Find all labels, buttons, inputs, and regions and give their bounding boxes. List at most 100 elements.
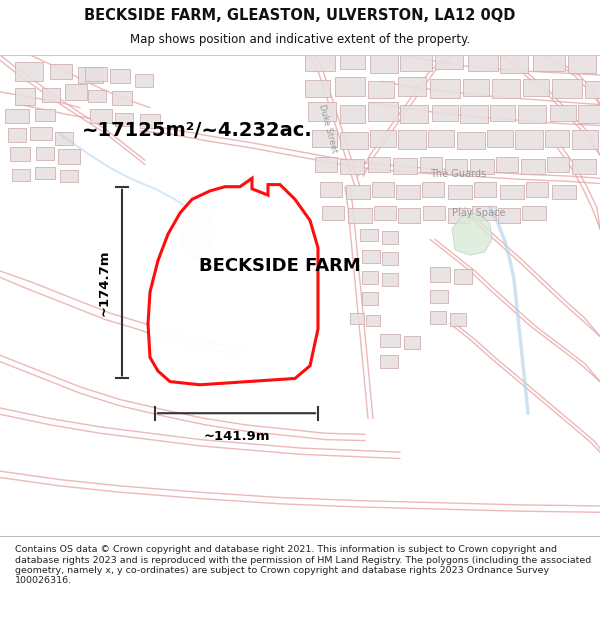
Bar bbox=[521, 159, 545, 174]
Bar bbox=[135, 74, 153, 87]
Bar bbox=[112, 91, 132, 104]
Bar bbox=[322, 206, 344, 221]
Bar bbox=[500, 52, 528, 73]
Bar bbox=[88, 90, 106, 103]
Bar bbox=[12, 169, 30, 181]
Bar bbox=[60, 170, 78, 182]
Bar bbox=[340, 104, 365, 124]
Bar bbox=[547, 158, 569, 172]
Bar bbox=[470, 159, 494, 174]
Bar bbox=[572, 130, 598, 149]
Bar bbox=[400, 48, 432, 71]
Bar bbox=[422, 182, 444, 198]
Bar bbox=[90, 109, 112, 124]
Bar bbox=[472, 206, 496, 221]
Bar bbox=[460, 104, 488, 124]
Bar bbox=[346, 184, 370, 199]
Bar bbox=[432, 104, 458, 121]
Bar bbox=[340, 50, 365, 69]
Bar bbox=[15, 62, 43, 81]
Bar bbox=[428, 130, 454, 147]
Bar bbox=[474, 182, 496, 198]
Bar bbox=[35, 109, 55, 121]
Bar bbox=[585, 81, 600, 98]
Polygon shape bbox=[148, 178, 318, 385]
Bar bbox=[572, 159, 596, 174]
Bar bbox=[552, 184, 576, 199]
Bar bbox=[372, 182, 394, 198]
Bar bbox=[393, 158, 417, 174]
Bar bbox=[450, 313, 466, 326]
Bar bbox=[35, 167, 55, 179]
Bar bbox=[362, 250, 380, 262]
Bar bbox=[42, 88, 60, 103]
Bar bbox=[350, 313, 364, 324]
Text: Map shows position and indicative extent of the property.: Map shows position and indicative extent… bbox=[130, 33, 470, 46]
Bar bbox=[8, 127, 26, 142]
Bar bbox=[500, 184, 524, 199]
Bar bbox=[362, 292, 378, 305]
Bar bbox=[320, 182, 342, 198]
Bar bbox=[348, 208, 372, 222]
Bar bbox=[380, 334, 400, 347]
Bar bbox=[50, 64, 72, 79]
Bar bbox=[523, 79, 549, 96]
Bar bbox=[420, 158, 442, 172]
Bar bbox=[468, 48, 498, 71]
Bar bbox=[362, 271, 378, 284]
Bar bbox=[492, 79, 520, 98]
Bar bbox=[526, 182, 548, 198]
Bar bbox=[430, 290, 448, 302]
Bar bbox=[382, 273, 398, 286]
Bar bbox=[368, 102, 398, 121]
Text: ~141.9m: ~141.9m bbox=[203, 430, 270, 443]
Bar bbox=[140, 114, 160, 128]
Bar bbox=[340, 159, 364, 174]
Bar bbox=[30, 127, 52, 141]
Bar bbox=[454, 269, 472, 284]
Bar bbox=[400, 104, 428, 124]
Bar bbox=[430, 311, 446, 324]
Bar bbox=[78, 67, 103, 84]
Bar bbox=[398, 208, 420, 222]
Bar bbox=[305, 50, 335, 71]
Bar bbox=[430, 79, 460, 98]
Bar bbox=[65, 84, 87, 100]
Bar bbox=[398, 77, 426, 96]
Bar bbox=[545, 130, 569, 147]
Bar bbox=[305, 80, 330, 97]
Bar bbox=[496, 158, 518, 172]
Bar bbox=[58, 149, 80, 164]
Bar bbox=[110, 69, 130, 84]
Bar bbox=[487, 130, 513, 147]
Bar bbox=[578, 104, 600, 124]
Bar bbox=[445, 159, 467, 174]
Bar bbox=[430, 267, 450, 281]
Bar bbox=[315, 158, 337, 172]
Text: ~174.7m: ~174.7m bbox=[97, 249, 110, 316]
Bar bbox=[308, 102, 336, 121]
Bar bbox=[448, 184, 472, 199]
Bar bbox=[404, 336, 420, 349]
Bar bbox=[370, 130, 396, 147]
Bar bbox=[5, 109, 29, 124]
Bar bbox=[457, 132, 485, 149]
Bar bbox=[374, 206, 396, 221]
Text: Play Space: Play Space bbox=[452, 208, 505, 218]
Bar bbox=[533, 48, 565, 71]
Bar bbox=[463, 79, 489, 96]
Bar bbox=[448, 208, 470, 222]
Text: Duke Street: Duke Street bbox=[317, 103, 339, 154]
Polygon shape bbox=[452, 213, 492, 255]
Bar bbox=[368, 81, 394, 98]
Bar bbox=[550, 104, 576, 121]
Text: ~17125m²/~4.232ac.: ~17125m²/~4.232ac. bbox=[82, 121, 313, 140]
Bar bbox=[368, 158, 390, 172]
Bar bbox=[85, 67, 107, 81]
Bar bbox=[36, 147, 54, 161]
Polygon shape bbox=[178, 202, 215, 258]
Bar bbox=[115, 113, 133, 126]
Bar bbox=[366, 315, 380, 326]
Bar bbox=[370, 52, 398, 73]
Bar bbox=[382, 231, 398, 244]
